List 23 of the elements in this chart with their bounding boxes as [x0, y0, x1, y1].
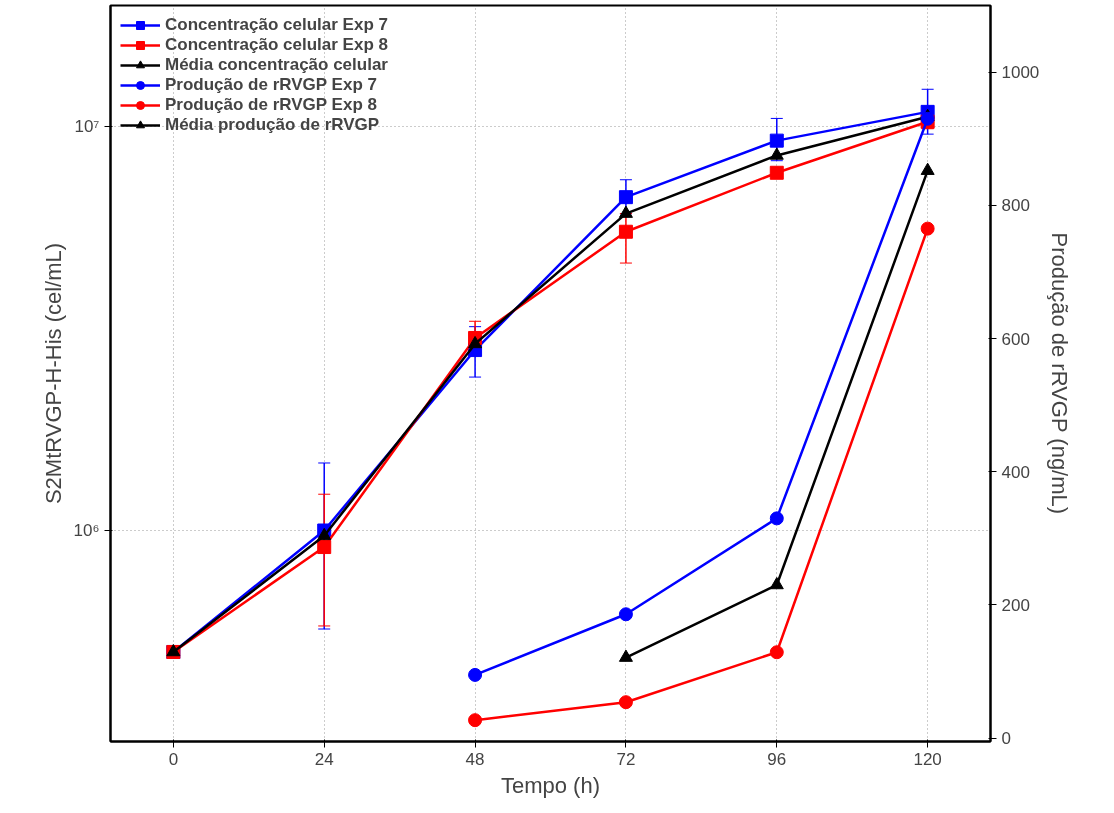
y2-tick-label: 800: [1001, 196, 1030, 216]
x-axis-title: Tempo (h): [500, 772, 601, 798]
x-tick-label: 0: [168, 749, 179, 769]
x-tick-label: 48: [465, 749, 485, 769]
y-axis-title: S2MtRVGP-H-His (cel/mL): [40, 242, 66, 505]
y-tick-label: 10⁷: [74, 117, 100, 137]
legend-label: Produção de rRVGP Exp 7: [165, 75, 377, 95]
y2-axis-title: Produção de rRVGP (ng/mL): [1047, 232, 1073, 515]
y2-tick-label: 600: [1001, 329, 1030, 349]
y-tick-label: 10⁶: [73, 521, 100, 540]
y2-tick-label: 400: [1001, 462, 1030, 482]
x-tick-label: 72: [616, 749, 636, 769]
x-tick-label: 96: [767, 749, 787, 769]
x-tick-label: 24: [314, 749, 334, 769]
x-tick-label: 120: [913, 749, 942, 769]
legend-label: Média concentração celular: [165, 55, 388, 75]
y2-tick-label: 1000: [1001, 63, 1040, 83]
y2-tick-label: 0: [1001, 729, 1011, 749]
legend-label: Média produção de rRVGP: [165, 115, 380, 135]
y2-tick-label: 200: [1001, 595, 1030, 615]
legend-label: Concentração celular Exp 7: [165, 15, 388, 35]
legend-label: Produção de rRVGP Exp 8: [165, 95, 377, 115]
legend-label: Concentração celular Exp 8: [165, 35, 388, 55]
